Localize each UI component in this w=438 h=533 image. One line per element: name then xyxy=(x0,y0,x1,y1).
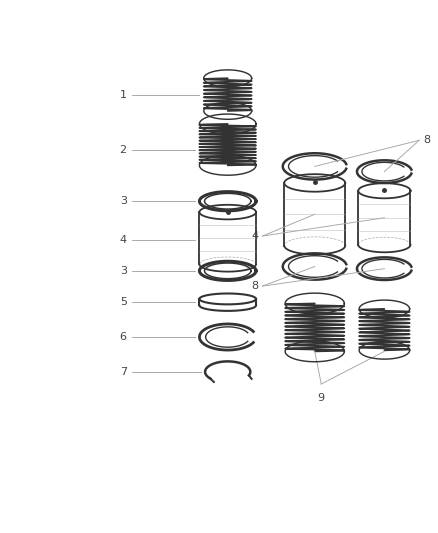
Text: 6: 6 xyxy=(120,332,127,342)
Text: 3: 3 xyxy=(120,266,127,276)
Text: 2: 2 xyxy=(120,145,127,155)
Text: 5: 5 xyxy=(120,297,127,307)
Text: 8: 8 xyxy=(251,281,258,291)
Text: 8: 8 xyxy=(424,135,431,146)
Text: 9: 9 xyxy=(318,393,325,403)
Text: 1: 1 xyxy=(120,90,127,100)
Text: 7: 7 xyxy=(120,367,127,377)
Text: 3: 3 xyxy=(120,196,127,206)
Text: 4: 4 xyxy=(251,231,258,241)
Text: 4: 4 xyxy=(120,236,127,245)
